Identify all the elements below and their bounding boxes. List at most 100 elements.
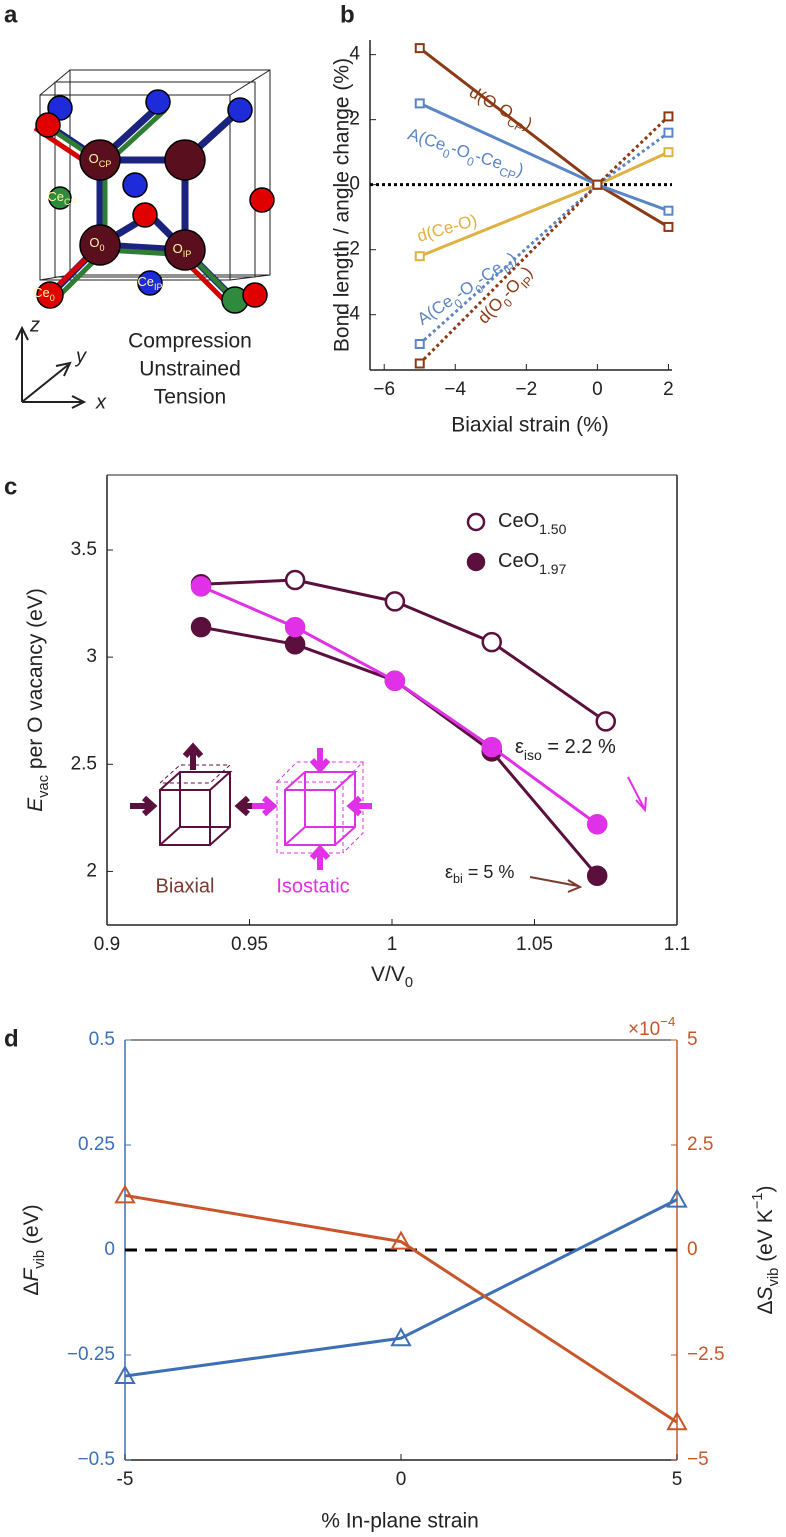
series-label-part: ) [515, 160, 526, 180]
y-tick-label: 2 [86, 860, 97, 881]
x-axis-label: % In-plane strain [321, 1510, 479, 1533]
arrow [627, 776, 647, 813]
atom-label-part: O [173, 241, 183, 256]
atom [48, 186, 72, 210]
cell-edge [229, 274, 271, 281]
y-axis-label-part: vac [36, 775, 52, 798]
atom-label: OCP [89, 151, 112, 169]
x-tick-label: 5 [672, 1469, 683, 1490]
x-tick-label: 0.9 [94, 934, 120, 955]
marker [666, 1411, 688, 1431]
annotation: Biaxial [156, 875, 215, 897]
annotation-part: iso [524, 747, 542, 763]
marker [114, 1364, 136, 1384]
y2-axis-label-part: Δ [754, 1300, 777, 1314]
atom-label-part: O [89, 235, 99, 250]
annotation-part: = 5 % [463, 862, 515, 882]
atom-label: CeCP [47, 189, 76, 207]
y2-axis-label: ΔSvib (eV K−1) [750, 1186, 782, 1315]
y2-tick-label: −2.5 [687, 1344, 725, 1365]
panel-label: c [4, 473, 17, 500]
y-axis-label: Bond length / angle change (%) [331, 58, 354, 352]
marker [414, 43, 425, 54]
marker [384, 591, 406, 612]
marker [284, 634, 306, 655]
x-tick-label: 1.1 [664, 934, 690, 955]
atom [242, 282, 268, 308]
atom-label-part: CP [64, 197, 77, 207]
y-tick-label: 2.5 [71, 753, 97, 774]
structure-legend: Unstrained [139, 358, 241, 381]
cube-isostatic [284, 771, 358, 846]
marker [284, 569, 306, 591]
y-axis-label-part: per O vacancy (eV) [24, 588, 47, 775]
marker [284, 616, 306, 638]
atom [137, 270, 163, 296]
atom-label: O0 [89, 235, 104, 253]
atom-label: Ce0 [33, 285, 55, 303]
chart: d -5 0 5 −0.5 −0.25 0 0.25 0.5 −5 −2.5 0 2.5 5 % In-pl… [4, 1014, 782, 1533]
legend-marker [466, 512, 486, 532]
y-axis-label-part: F [20, 1268, 43, 1282]
y-tick-label: 0 [349, 174, 360, 195]
atoms [33, 89, 275, 314]
series-label-part: 0 [441, 146, 452, 161]
panel-label: b [340, 1, 355, 28]
x-tick-label: -5 [117, 1469, 134, 1490]
marker [414, 251, 425, 262]
x-axis-label-part: V/V [371, 963, 405, 986]
atom-label-part: Ce [47, 189, 64, 204]
y-axis-label-part: vib [32, 1250, 48, 1269]
atom-label-part: CP [99, 159, 112, 169]
legend-label: CeO1.97 [498, 550, 567, 576]
y-axis-label-part: (eV) [20, 1204, 43, 1250]
marker [190, 576, 212, 597]
x-axis-label-part: 0 [405, 975, 413, 991]
y-tick-label: 0 [104, 1239, 115, 1260]
axis-name: y [74, 345, 87, 367]
series-label-part: A(Ce [405, 125, 448, 155]
y2-axis-label-part: (eV K [754, 1209, 777, 1267]
cell-box [39, 94, 231, 281]
marker [586, 865, 608, 886]
marker [190, 616, 212, 638]
chart: c 0.9 0.95 1 1.05 1.1 2 2.5 3 3.5 V/V0 Evac per O v… [4, 473, 690, 991]
series-line [200, 585, 599, 826]
x-tick-label: 1.05 [516, 934, 553, 955]
annotation: Isostatic [276, 875, 349, 897]
x-tick-label: 1 [387, 934, 398, 955]
cell-edge [229, 69, 271, 96]
x-tick-label: −2 [515, 379, 537, 400]
structure-legend: Compression [128, 330, 252, 353]
marker [592, 179, 603, 190]
y-tick-label: 2 [349, 109, 360, 130]
cube-biaxial-expanded [158, 764, 232, 784]
series-label-part: d(O-O [466, 83, 516, 123]
series-label: A(Ce0-O0-CeCP) [404, 125, 526, 185]
x-tick-label: −6 [373, 379, 395, 400]
x-arrow [22, 395, 87, 409]
atom-label-part: 0 [100, 243, 105, 253]
marker [663, 221, 674, 232]
y2-tick-label: 2.5 [687, 1134, 713, 1155]
y2-scale: ×10−4 [628, 1014, 675, 1040]
annotation: εbi = 5 % [445, 862, 514, 887]
x-tick-label: 0 [592, 379, 603, 400]
marker [384, 670, 406, 691]
series-label: d(Ce-O) [415, 211, 479, 246]
x-tick-label: −4 [444, 379, 466, 400]
atom [227, 97, 253, 123]
marker [414, 358, 425, 369]
legend-label-part: 1.97 [539, 561, 566, 577]
cube-isostatic-outer [276, 761, 365, 854]
atom-label-part: Ce [33, 285, 50, 300]
y-tick-label: −4 [338, 304, 360, 325]
legend-label-part: CeO [498, 510, 539, 532]
marker [390, 1230, 412, 1250]
cell-box [69, 69, 271, 276]
y2-tick-label: 0 [687, 1239, 698, 1260]
cube-biaxial [159, 771, 233, 846]
y2-axis-label-part: vib [766, 1268, 782, 1287]
atom-label-part: IP [183, 249, 192, 259]
y-tick-label: −0.5 [77, 1449, 115, 1470]
